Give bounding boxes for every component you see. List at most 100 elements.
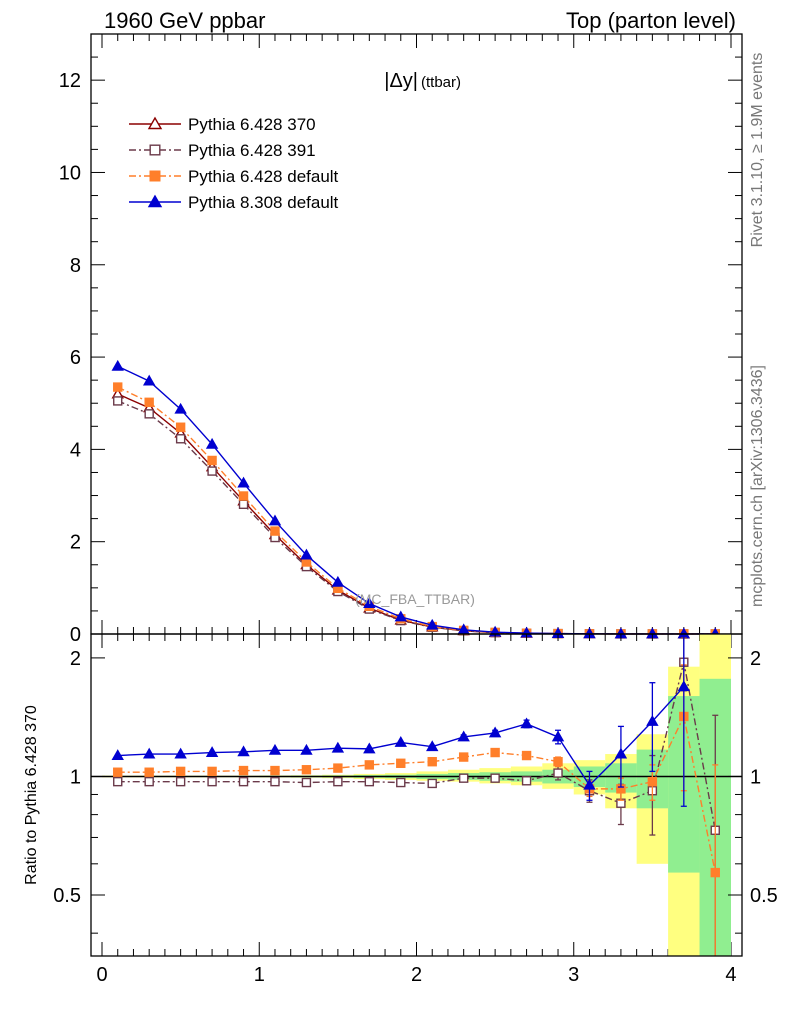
data-point bbox=[175, 434, 186, 444]
ratio-point bbox=[238, 776, 249, 787]
y-tick-label-right: 1 bbox=[750, 766, 761, 788]
y-tick-label: 8 bbox=[70, 255, 81, 277]
ratio-point bbox=[207, 766, 217, 777]
ratio-panel: 0 1 2 3 4 0.5 0.5 1 1 2 2 bbox=[53, 633, 778, 986]
ratio-point bbox=[396, 758, 406, 768]
ratio-point bbox=[113, 776, 123, 787]
ratio-point bbox=[427, 778, 437, 789]
x-tick-label: 1 bbox=[254, 964, 265, 986]
data-point bbox=[268, 514, 282, 526]
y-tick-label: 2 bbox=[70, 532, 81, 554]
ratio-point bbox=[333, 763, 343, 773]
ratio-point bbox=[207, 776, 217, 787]
ratio-point bbox=[488, 726, 502, 738]
main-panel: 0 2 4 6 8 10 12 |Δy| (ttbar) (MC_FBA_TTBAR) Py… bbox=[59, 33, 743, 646]
data-point bbox=[144, 397, 154, 408]
x-tick-label: 3 bbox=[568, 964, 579, 986]
ratio-point bbox=[364, 760, 375, 770]
ratio-point bbox=[458, 752, 469, 762]
legend-marker bbox=[147, 116, 163, 130]
ratio-point bbox=[457, 730, 470, 742]
data-point bbox=[113, 396, 123, 406]
ratio-point bbox=[553, 757, 563, 767]
ratio-point bbox=[426, 740, 439, 752]
ratio-point bbox=[553, 768, 563, 778]
ratio-point bbox=[268, 743, 282, 755]
ratio-point bbox=[333, 776, 343, 787]
x-tick-label: 0 bbox=[96, 964, 107, 986]
y-tick-label: 10 bbox=[59, 162, 81, 184]
x-tick-label: 4 bbox=[725, 964, 736, 986]
ratio-point bbox=[301, 765, 312, 775]
ratio-point bbox=[144, 767, 154, 777]
ratio-point bbox=[647, 776, 658, 787]
ratio-point bbox=[583, 778, 596, 790]
y-tick-label: 6 bbox=[70, 347, 81, 369]
data-point bbox=[426, 618, 439, 630]
data-point bbox=[144, 409, 154, 419]
ratio-point bbox=[113, 767, 123, 777]
legend-label: Pythia 6.428 391 bbox=[188, 141, 316, 160]
y-tick-label-right: 2 bbox=[750, 648, 761, 670]
ratio-point bbox=[205, 746, 219, 757]
ratio-point bbox=[144, 776, 154, 787]
ratio-point bbox=[710, 867, 720, 878]
ratio-point bbox=[394, 736, 407, 747]
ratio-point bbox=[458, 773, 469, 783]
data-point bbox=[331, 575, 345, 587]
data-point bbox=[207, 455, 217, 466]
ratio-point bbox=[490, 747, 500, 758]
y-tick-label-right: 0.5 bbox=[750, 885, 778, 907]
ratio-point bbox=[364, 776, 375, 787]
panel-title-suffix: (ttbar) bbox=[421, 74, 461, 91]
ratio-point bbox=[331, 741, 345, 753]
legend-label: Pythia 8.308 default bbox=[188, 193, 339, 212]
panel-title: |Δy| bbox=[384, 70, 418, 92]
ratio-point bbox=[551, 730, 565, 742]
ratio-point bbox=[301, 777, 312, 788]
y-tick-label: 2 bbox=[70, 648, 81, 670]
data-point bbox=[174, 402, 187, 414]
y-tick-label: 0 bbox=[70, 624, 81, 646]
ratio-point bbox=[396, 777, 406, 788]
header-left-label: 1960 GeV ppbar bbox=[104, 8, 265, 33]
ratio-point bbox=[175, 776, 186, 787]
ratio-point bbox=[520, 717, 533, 729]
x-tick-label: 2 bbox=[411, 964, 422, 986]
ratio-y-axis-label: Ratio to Pythia 6.428 370 bbox=[23, 705, 40, 885]
ratio-point bbox=[490, 773, 500, 783]
ratio-point bbox=[238, 765, 249, 776]
ratio-point bbox=[142, 747, 156, 759]
rivet-version-label: Rivet 3.1.10, ≥ 1.9M events bbox=[749, 53, 766, 248]
ratio-point bbox=[111, 749, 124, 760]
data-point bbox=[363, 597, 376, 608]
y-tick-label: 4 bbox=[70, 439, 81, 461]
legend-marker bbox=[147, 194, 163, 208]
ratio-point bbox=[300, 743, 313, 755]
data-point bbox=[270, 526, 280, 536]
legend-label: Pythia 6.428 default bbox=[188, 167, 339, 186]
ratio-point bbox=[614, 747, 628, 759]
ratio-point bbox=[646, 714, 659, 726]
y-tick-label: 12 bbox=[59, 70, 81, 92]
ratio-point bbox=[521, 750, 532, 761]
ratio-point bbox=[237, 745, 250, 757]
data-point bbox=[300, 548, 313, 560]
data-point bbox=[111, 359, 124, 371]
ratio-point bbox=[521, 776, 532, 786]
data-point bbox=[238, 499, 249, 510]
ratio-point bbox=[175, 766, 186, 777]
analysis-watermark: (MC_FBA_TTBAR) bbox=[355, 591, 475, 607]
legend: Pythia 6.428 370 Pythia 6.428 391 Pythia 6… bbox=[129, 115, 339, 212]
legend-marker bbox=[149, 144, 161, 156]
data-point bbox=[238, 491, 249, 501]
ratio-line bbox=[117, 662, 716, 831]
mcplots-reference-label: mcplots.cern.ch [arXiv:1306.3436] bbox=[749, 365, 766, 607]
series-line bbox=[117, 400, 716, 635]
y-tick-label: 1 bbox=[70, 766, 81, 788]
data-point bbox=[205, 437, 219, 449]
y-tick-label: 0.5 bbox=[53, 885, 81, 907]
ratio-point bbox=[677, 680, 691, 692]
ratio-panel-frame bbox=[90, 633, 743, 957]
